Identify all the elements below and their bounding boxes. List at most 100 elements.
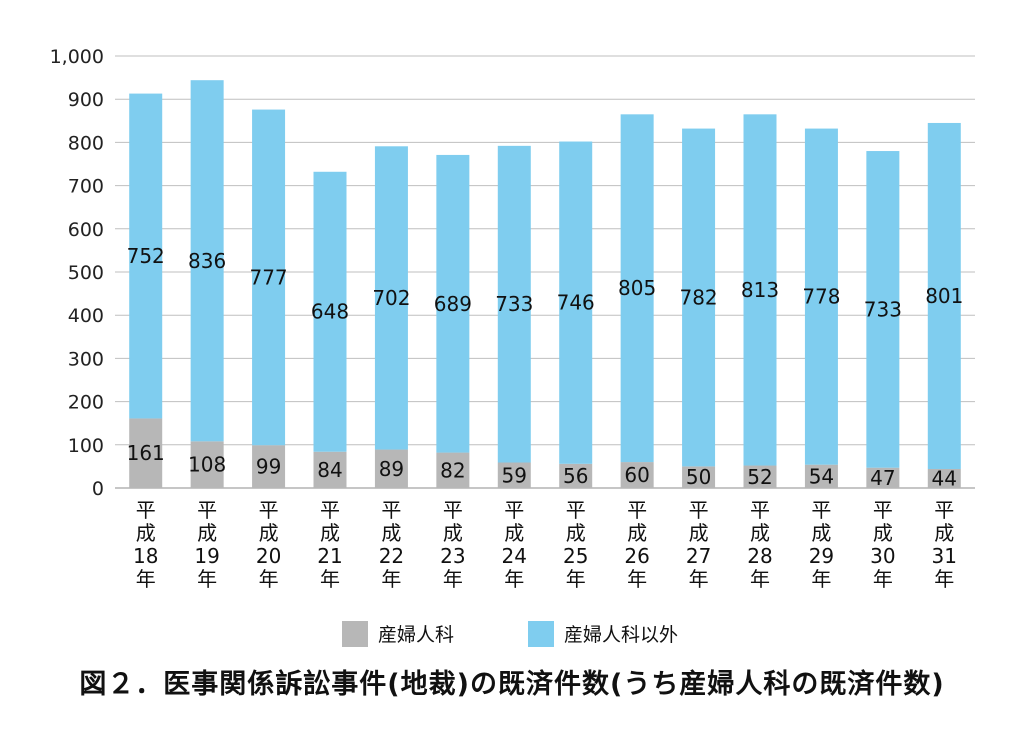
bar-obgyn <box>436 452 470 488</box>
x-tick-label: 平 <box>811 498 831 522</box>
x-tick-label: 24 <box>502 544 527 568</box>
data-label-obgyn: 56 <box>563 464 588 488</box>
data-label-other: 813 <box>741 278 779 302</box>
y-tick-label: 400 <box>68 305 104 327</box>
data-label-other: 836 <box>188 249 226 273</box>
y-tick-label: 0 <box>92 478 104 500</box>
x-tick-label: 平 <box>504 498 524 522</box>
x-tick-label: 27 <box>686 544 711 568</box>
data-label-obgyn: 161 <box>127 441 165 465</box>
y-tick-label: 100 <box>68 435 104 457</box>
legend-swatch-other <box>528 621 554 647</box>
x-tick-label: 年 <box>136 567 156 591</box>
y-tick-label: 600 <box>68 219 104 241</box>
legend-label-other: 産婦人科以外 <box>564 624 678 646</box>
figure-caption: 図２．医事関係訴訟事件(地裁)の既済件数(うち産婦人科の既済件数) <box>79 669 945 700</box>
x-tick-label: 26 <box>624 544 649 568</box>
data-label-obgyn: 89 <box>379 457 404 481</box>
bar-obgyn <box>927 468 961 488</box>
stacked-bar-chart: 0 100 200 300 400 500 600 700 800 900 1,000 161 752… <box>50 46 975 647</box>
x-tick-label: 成 <box>320 521 340 545</box>
bar-other <box>866 151 900 468</box>
x-tick-label: 成 <box>259 521 279 545</box>
data-label-obgyn: 84 <box>317 458 342 482</box>
bar-other <box>374 146 408 450</box>
bar-other <box>129 93 163 419</box>
y-tick-label: 200 <box>68 392 104 414</box>
y-tick-label: 1,000 <box>50 46 104 68</box>
x-tick-label: 成 <box>443 521 463 545</box>
x-tick-label: 年 <box>689 567 709 591</box>
x-tick-label: 成 <box>873 521 893 545</box>
data-label-other: 733 <box>495 292 533 316</box>
x-tick-label: 年 <box>750 567 770 591</box>
x-tick-label: 20 <box>256 544 281 568</box>
x-tick-label: 平 <box>320 498 340 522</box>
data-label-other: 746 <box>557 291 595 315</box>
x-tick-label: 成 <box>566 521 586 545</box>
x-tick-label: 29 <box>809 544 834 568</box>
data-label-other: 782 <box>679 285 717 309</box>
bar-obgyn <box>313 451 347 488</box>
bar-other <box>252 109 286 446</box>
x-tick-label: 平 <box>443 498 463 522</box>
bar-other <box>436 154 470 453</box>
legend-swatch-obgyn <box>342 621 368 647</box>
x-tick-label: 年 <box>259 567 279 591</box>
bar-obgyn <box>743 465 777 488</box>
data-label-other: 702 <box>372 286 410 310</box>
x-tick-label: 22 <box>379 544 404 568</box>
bar-other <box>559 141 593 464</box>
x-tick-label: 平 <box>259 498 279 522</box>
bars <box>129 80 961 488</box>
data-label-other: 805 <box>618 276 656 300</box>
x-tick-label: 成 <box>689 521 709 545</box>
x-tick-label: 成 <box>750 521 770 545</box>
x-tick-label: 21 <box>317 544 342 568</box>
data-label-obgyn: 54 <box>809 464 834 488</box>
x-tick-label: 23 <box>440 544 465 568</box>
x-tick-label: 成 <box>811 521 831 545</box>
x-tick-label: 平 <box>750 498 770 522</box>
x-tick-label: 平 <box>873 498 893 522</box>
bar-obgyn <box>129 418 163 488</box>
data-label-other: 689 <box>434 292 472 316</box>
data-label-obgyn: 99 <box>256 455 281 479</box>
legend: 産婦人科 産婦人科以外 <box>342 621 678 647</box>
data-label-other: 777 <box>249 265 287 289</box>
bar-obgyn <box>559 463 593 488</box>
x-tick-label: 平 <box>566 498 586 522</box>
x-tick-label: 年 <box>627 567 647 591</box>
bar-obgyn <box>804 464 838 488</box>
x-tick-label: 成 <box>197 521 217 545</box>
x-tick-label: 成 <box>381 521 401 545</box>
x-tick-label: 平 <box>136 498 156 522</box>
x-tick-label: 成 <box>504 521 524 545</box>
x-tick-label: 平 <box>197 498 217 522</box>
data-label-obgyn: 108 <box>188 453 226 477</box>
x-tick-label: 年 <box>381 567 401 591</box>
bar-other <box>743 114 777 466</box>
data-label-obgyn: 50 <box>686 465 711 489</box>
y-tick-label: 900 <box>68 89 104 111</box>
data-label-obgyn: 60 <box>624 463 649 487</box>
bar-other <box>682 128 716 467</box>
data-label-other: 648 <box>311 300 349 324</box>
x-tick-label: 成 <box>627 521 647 545</box>
bar-other <box>620 114 654 463</box>
data-label-other: 752 <box>127 244 165 268</box>
x-tick-label: 18 <box>133 544 158 568</box>
bar-other <box>313 171 347 452</box>
bar-other <box>497 145 531 463</box>
x-tick-label: 成 <box>934 521 954 545</box>
bar-obgyn <box>866 467 900 488</box>
bar-obgyn <box>374 449 408 488</box>
x-tick-label: 年 <box>504 567 524 591</box>
x-tick-label: 年 <box>566 567 586 591</box>
bar-other <box>804 128 838 465</box>
y-tick-label: 700 <box>68 176 104 198</box>
data-labels: 161 752 108 836 99 777 84 648 89 702 82 689 59 733 56 7… <box>127 244 964 490</box>
bar-obgyn <box>620 462 654 488</box>
bar-obgyn <box>682 466 716 488</box>
x-tick-label: 年 <box>443 567 463 591</box>
